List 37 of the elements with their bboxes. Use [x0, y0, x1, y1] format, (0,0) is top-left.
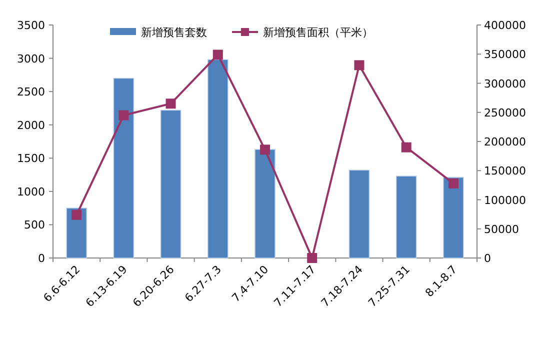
point — [212, 50, 223, 60]
bar — [396, 176, 417, 258]
y-tick-label: 0 — [38, 252, 45, 265]
point — [448, 178, 458, 188]
point — [260, 144, 270, 155]
y-tick-label: 3000 — [17, 52, 45, 66]
point — [118, 110, 129, 120]
point — [354, 60, 364, 70]
point — [401, 142, 412, 152]
y2-tick-label: 0 — [484, 252, 491, 265]
y2-tick-label: 100000 — [484, 194, 526, 207]
bar — [160, 110, 182, 258]
y2-tick-label: 150000 — [484, 164, 526, 178]
bar — [443, 177, 464, 258]
point — [307, 253, 318, 263]
y-tick-label: 2500 — [17, 86, 45, 99]
y-tick-label: 2000 — [17, 118, 45, 132]
y2-tick-label: 300000 — [484, 77, 526, 90]
legend-label: 新增预售套数 — [141, 26, 207, 39]
y-tick-label: 500 — [24, 218, 45, 232]
y2-tick-label: 200000 — [484, 136, 526, 148]
y2-tick-label: 250000 — [484, 106, 526, 120]
point — [166, 98, 176, 109]
y-tick-label: 1500 — [17, 152, 45, 166]
legend-新增预售套数: 新增预售套数 — [110, 26, 207, 39]
legend-label: 新增预售面积（平米） — [263, 26, 373, 39]
y-tick-label: 3500 — [17, 19, 45, 32]
bar — [348, 170, 370, 258]
y2-tick-label: 400000 — [484, 19, 526, 32]
y2-tick-label: 350000 — [484, 48, 526, 62]
bar — [254, 149, 276, 258]
bar — [207, 59, 228, 258]
y2-tick-label: 50000 — [484, 222, 519, 236]
point — [72, 210, 82, 220]
bar — [113, 78, 134, 258]
y-tick-label: 1000 — [17, 185, 45, 198]
legend-新增预售面积（平米）: 新增预售面积（平米） — [232, 26, 373, 39]
